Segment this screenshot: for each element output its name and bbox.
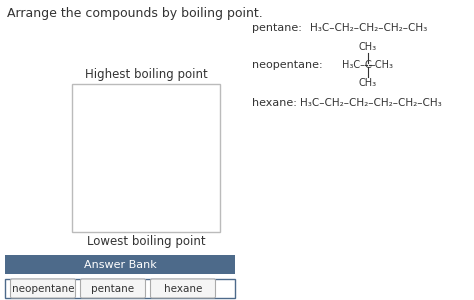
Text: Lowest boiling point: Lowest boiling point	[87, 235, 205, 248]
Text: H₃C–CH₂–CH₂–CH₂–CH₃: H₃C–CH₂–CH₂–CH₂–CH₃	[310, 23, 427, 33]
Text: Answer Bank: Answer Bank	[83, 260, 156, 269]
Text: H₃C–: H₃C–	[342, 60, 365, 70]
Text: CH₃: CH₃	[359, 78, 377, 88]
FancyBboxPatch shape	[72, 84, 220, 232]
Text: neopentane:: neopentane:	[252, 60, 323, 70]
Text: hexane:: hexane:	[252, 98, 297, 108]
Text: –CH₃: –CH₃	[371, 60, 394, 70]
Text: pentane:: pentane:	[252, 23, 302, 33]
Text: H₃C–CH₂–CH₂–CH₂–CH₂–CH₃: H₃C–CH₂–CH₂–CH₂–CH₂–CH₃	[300, 98, 442, 108]
FancyBboxPatch shape	[81, 279, 146, 298]
Text: Highest boiling point: Highest boiling point	[85, 68, 207, 81]
FancyBboxPatch shape	[5, 255, 235, 274]
Text: C: C	[365, 60, 371, 70]
FancyBboxPatch shape	[5, 279, 235, 298]
FancyBboxPatch shape	[10, 279, 75, 298]
Text: CH₃: CH₃	[359, 42, 377, 52]
Text: pentane: pentane	[91, 284, 135, 293]
Text: neopentane: neopentane	[12, 284, 74, 293]
Text: Arrange the compounds by boiling point.: Arrange the compounds by boiling point.	[7, 7, 263, 20]
Text: hexane: hexane	[164, 284, 202, 293]
FancyBboxPatch shape	[151, 279, 216, 298]
